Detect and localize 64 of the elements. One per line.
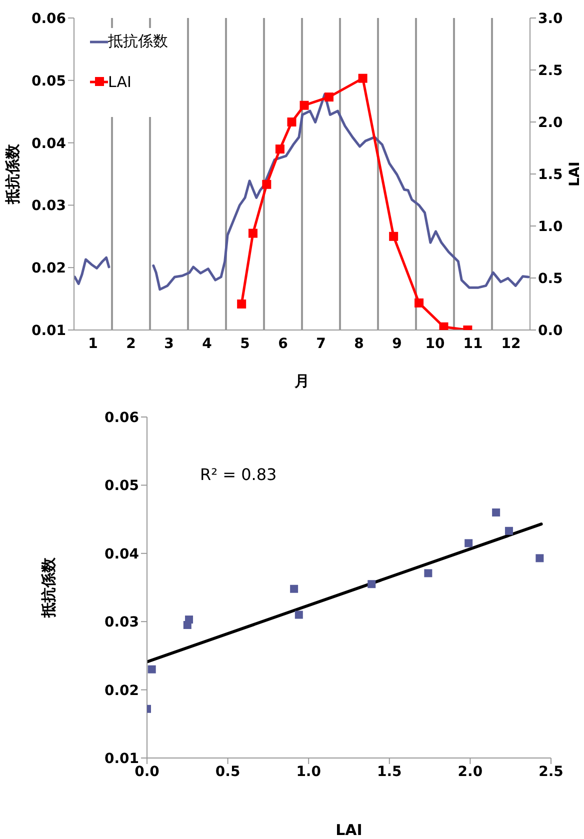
y-axis-title: 抵抗係数 — [3, 143, 22, 205]
y2-tick-label: 2.5 — [538, 62, 563, 79]
y2-tick-label: 1.0 — [538, 218, 564, 235]
legend-label: 抵抗係数 — [108, 32, 168, 51]
x-tick-label: 11 — [463, 336, 483, 352]
annotation: R² = 0.83 — [200, 465, 277, 484]
point — [389, 232, 398, 241]
y-tick-label: 0.01 — [31, 322, 66, 339]
x-tick-label: 2.5 — [538, 764, 564, 780]
point — [324, 92, 334, 102]
point — [536, 554, 544, 562]
x-tick-label: 10 — [425, 336, 445, 352]
y-tick-label: 0.04 — [104, 546, 140, 562]
point — [414, 298, 424, 308]
x-axis-title: LAI — [336, 821, 362, 839]
x-tick-label: 5 — [240, 336, 250, 352]
y2-tick-label: 2.0 — [538, 114, 564, 131]
y-tick-label: 0.02 — [31, 260, 66, 277]
x-axis-title: 月 — [294, 372, 310, 390]
x-tick-label: 0.5 — [215, 764, 240, 780]
y2-tick-label: 1.5 — [538, 166, 563, 183]
point — [492, 508, 500, 516]
y-tick-label: 0.05 — [31, 73, 66, 90]
x-tick-label: 2 — [126, 336, 136, 352]
y-tick-label: 0.06 — [31, 10, 66, 27]
legend-label: LAI — [108, 73, 132, 91]
point — [504, 526, 513, 535]
x-tick-label: 3 — [164, 336, 174, 352]
point — [300, 100, 309, 110]
point — [294, 610, 303, 619]
y-axis-title: 抵抗係数 — [39, 556, 58, 618]
y2-axis-title: LAI — [566, 162, 583, 186]
point — [287, 118, 296, 126]
point — [185, 616, 194, 624]
y-tick-label: 0.03 — [104, 614, 139, 631]
y2-tick-label: 0.0 — [538, 322, 564, 339]
point — [464, 539, 473, 548]
point — [439, 322, 448, 330]
point — [290, 584, 298, 593]
x-tick-label: 1.5 — [376, 764, 402, 780]
y2-tick-label: 3.0 — [538, 10, 564, 27]
point — [262, 180, 272, 189]
x-tick-label: 6 — [278, 336, 288, 352]
point — [358, 74, 368, 83]
x-tick-label: 4 — [202, 336, 212, 352]
point — [237, 300, 246, 308]
point — [248, 228, 258, 238]
y-tick-label: 0.05 — [104, 478, 139, 494]
y-tick-label: 0.02 — [104, 682, 139, 699]
x-tick-label: 8 — [354, 336, 364, 352]
y-tick-label: 0.06 — [104, 410, 139, 426]
x-tick-label: 1 — [88, 336, 98, 352]
y2-tick-label: 0.5 — [538, 270, 563, 287]
point — [424, 569, 432, 578]
y-tick-label: 0.03 — [31, 198, 66, 214]
point — [368, 580, 376, 588]
point — [148, 665, 156, 674]
x-tick-label: 12 — [501, 336, 521, 352]
y-tick-label: 0.04 — [31, 136, 66, 152]
x-tick-label: 9 — [392, 336, 402, 352]
x-tick-label: 1.0 — [296, 764, 322, 780]
x-tick-label: 7 — [316, 336, 326, 352]
point — [275, 144, 284, 154]
x-tick-label: 2.0 — [458, 764, 483, 780]
